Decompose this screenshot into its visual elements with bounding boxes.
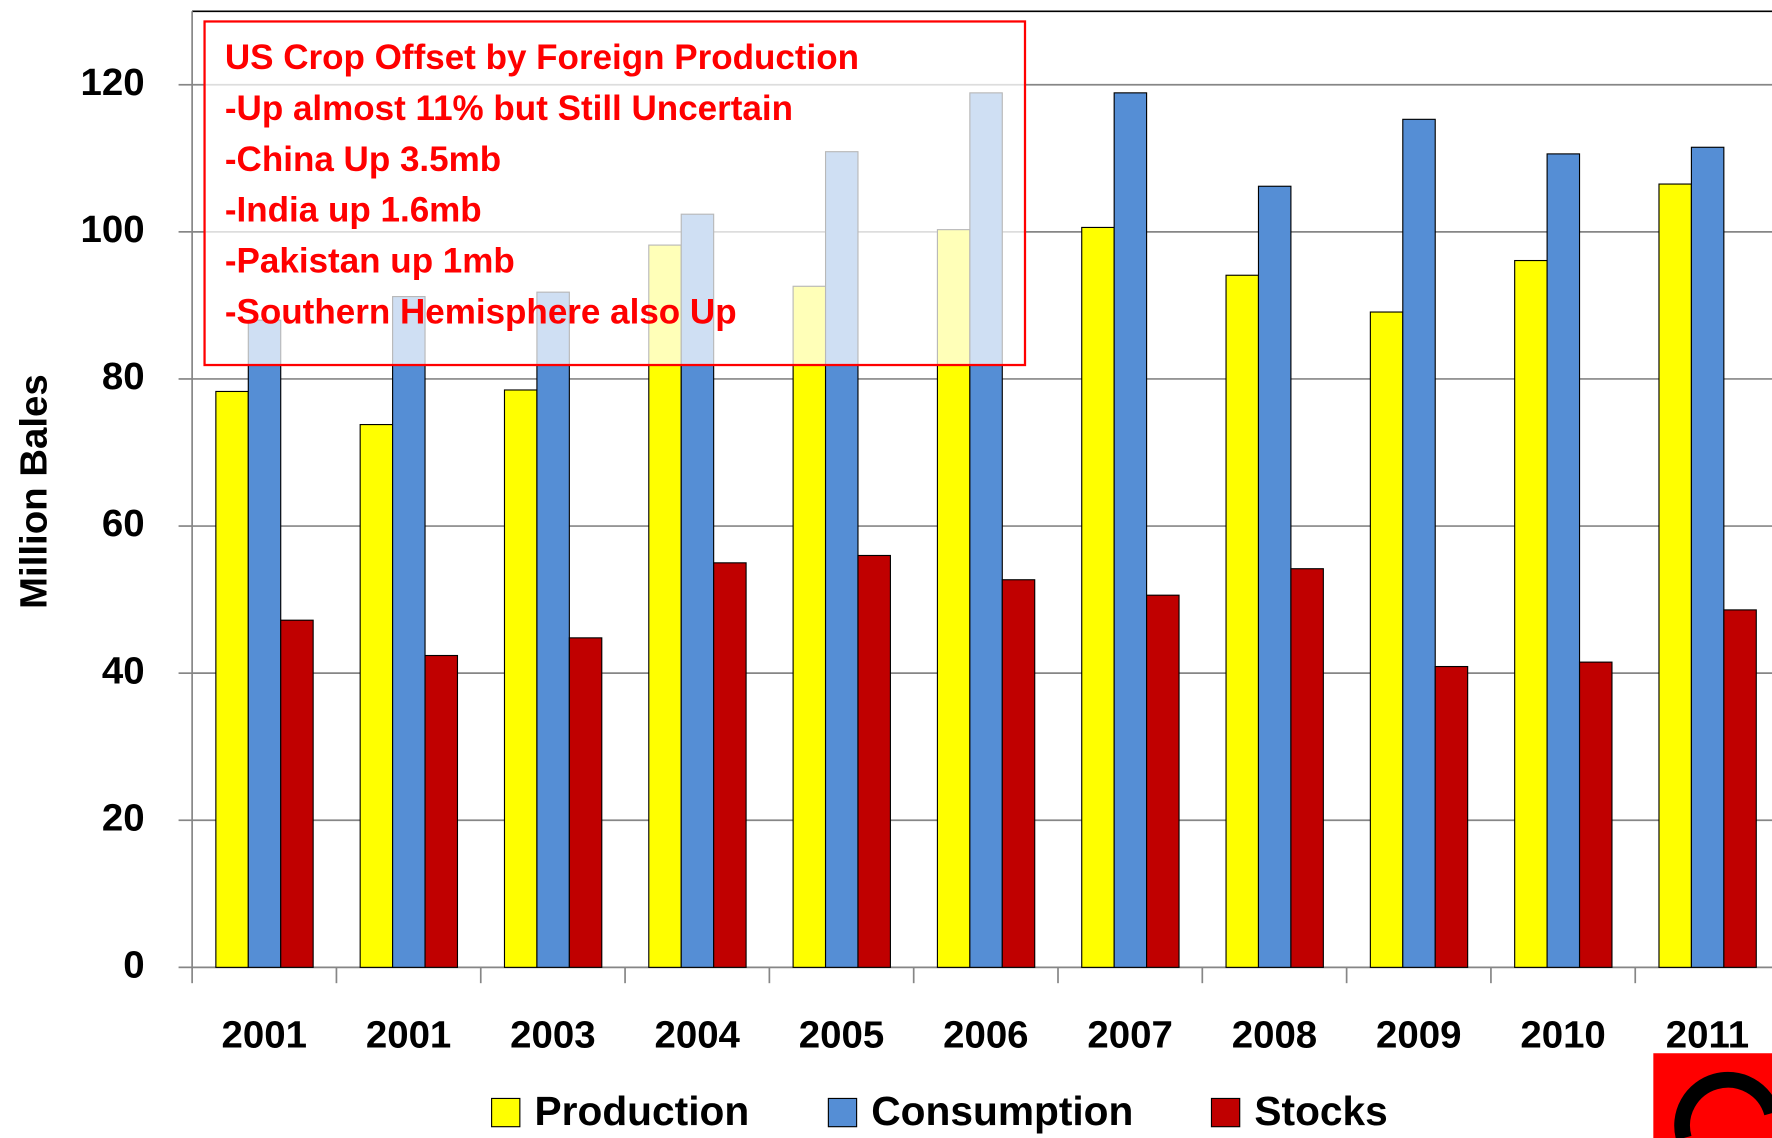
y-tick-label: 60 [102, 502, 145, 545]
bar [247, 319, 282, 968]
bar [503, 389, 538, 968]
x-tick-label: 2005 [799, 1014, 884, 1057]
bar [1514, 259, 1548, 968]
y-tick-label: 20 [102, 796, 145, 839]
bar [1290, 568, 1324, 968]
bar [536, 291, 570, 968]
x-tick-label: 2009 [1376, 1014, 1461, 1057]
bar [568, 637, 603, 968]
legend-swatch [1210, 1097, 1241, 1128]
bar [1434, 665, 1469, 968]
legend-swatch [827, 1097, 858, 1128]
bar [1081, 226, 1115, 968]
logo [1653, 1053, 1772, 1138]
y-tick-label: 100 [81, 208, 145, 251]
bar [1369, 311, 1404, 968]
bar [1690, 146, 1725, 968]
bar [792, 285, 827, 968]
annotation-line: US Crop Offset by Foreign Production [225, 38, 859, 77]
bar [1257, 185, 1292, 968]
bar [1658, 183, 1692, 968]
bar [424, 654, 459, 968]
y-tick-label: 0 [123, 944, 144, 987]
annotation: US Crop Offset by Foreign Production -Up … [203, 20, 1027, 367]
x-tick-label: 2001 [366, 1014, 451, 1057]
bar [1001, 579, 1036, 968]
annotation-line: -China Up 3.5mb [225, 140, 501, 179]
bar [1546, 153, 1581, 968]
annotation-box [203, 20, 1027, 367]
legend-swatch [491, 1097, 521, 1128]
bar [713, 562, 747, 968]
x-tick-label: 2011 [1666, 1014, 1749, 1057]
bar [857, 554, 891, 968]
legend-label: Stocks [1254, 1088, 1387, 1134]
bar [1578, 661, 1613, 968]
annotation-line: -Up almost 11% but Still Uncertain [225, 89, 793, 128]
bar [359, 423, 394, 968]
bar [1402, 118, 1436, 968]
annotation-line: -Southern Hemisphere also Up [225, 292, 737, 331]
bar [1146, 594, 1180, 968]
y-tick-label: 80 [102, 355, 145, 398]
annotation-line: -Pakistan up 1mb [225, 242, 515, 281]
x-tick-label: 2010 [1520, 1014, 1605, 1057]
x-tick-label: 2001 [222, 1014, 307, 1057]
x-tick-label: 2004 [654, 1014, 740, 1057]
annotation-line: -India up 1.6mb [225, 191, 482, 230]
y-tick-label: 40 [102, 649, 145, 692]
y-tick-label: 120 [81, 61, 145, 104]
bar [392, 296, 426, 968]
x-tick-label: 2006 [943, 1014, 1028, 1057]
bar [1225, 274, 1260, 968]
logo-g [1674, 1071, 1772, 1138]
y-axis-label: Million Bales [12, 374, 55, 609]
bar [215, 390, 249, 968]
x-tick-label: 2003 [510, 1014, 595, 1057]
bar [1113, 92, 1148, 968]
legend-label: Production [535, 1088, 750, 1134]
bar [1723, 609, 1757, 968]
legend-label: Consumption [871, 1088, 1133, 1134]
x-tick-label: 2007 [1087, 1014, 1172, 1057]
x-tick-label: 2008 [1232, 1014, 1317, 1057]
bar [280, 619, 314, 968]
